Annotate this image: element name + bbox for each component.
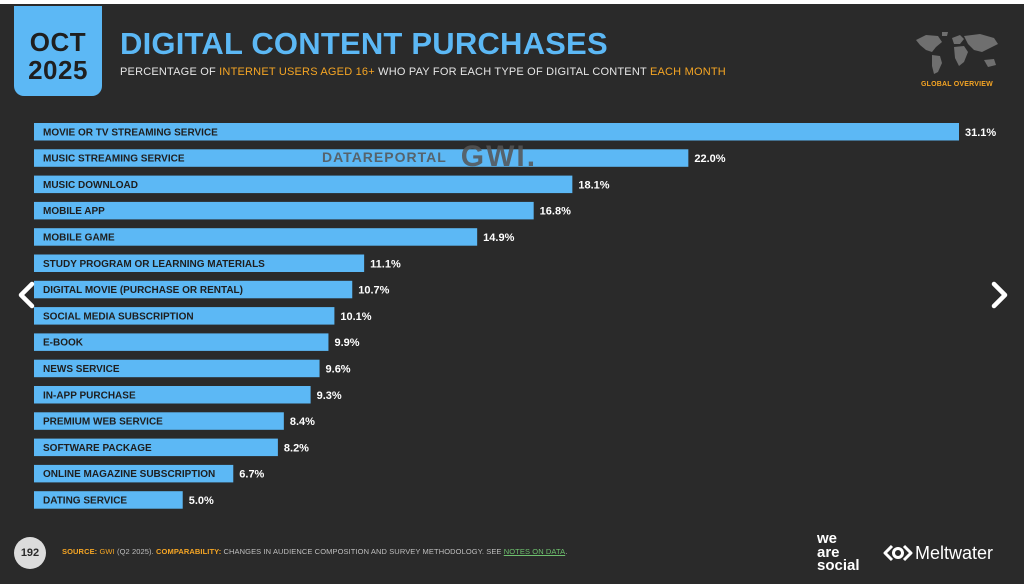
bar-9 <box>34 333 329 351</box>
source-text: (Q2 2025). <box>114 547 157 556</box>
category-label-8: SOCIAL MEDIA SUBSCRIPTION <box>43 311 194 322</box>
category-label-11: IN-APP PURCHASE <box>43 390 136 401</box>
category-label-1: MOVIE OR TV STREAMING SERVICE <box>43 127 218 138</box>
global-overview-label: GLOBAL OVERVIEW <box>921 81 993 88</box>
chevron-right-icon[interactable] <box>984 280 1014 310</box>
subtitle-part-3: WHO PAY FOR EACH TYPE OF DIGITAL CONTENT <box>374 66 650 78</box>
source-label: SOURCE: <box>62 547 98 556</box>
source-period: . <box>565 547 568 556</box>
category-label-12: PREMIUM WEB SERVICE <box>43 417 163 428</box>
subtitle-part-1: PERCENTAGE OF <box>120 66 220 78</box>
value-label-11: 9.3% <box>317 390 342 402</box>
page-number: 192 <box>14 537 46 569</box>
date-badge: OCT 2025 <box>14 6 102 96</box>
value-label-6: 11.1% <box>370 258 401 270</box>
value-label-14: 6.7% <box>239 469 264 481</box>
date-month: OCT <box>29 27 87 57</box>
category-label-7: DIGITAL MOVIE (PURCHASE OR RENTAL) <box>43 285 243 296</box>
we-are-social-logo: we are social <box>817 530 860 574</box>
value-label-1: 31.1% <box>965 127 996 139</box>
bar-5 <box>34 228 478 246</box>
meltwater-symbol-icon <box>883 545 913 562</box>
notes-on-data-link[interactable]: NOTES ON DATA <box>503 547 566 556</box>
value-label-5: 14.9% <box>483 232 514 244</box>
value-label-10: 9.6% <box>326 363 351 375</box>
watermark-gwi: GWI. <box>460 140 538 173</box>
value-label-4: 16.8% <box>540 206 571 218</box>
bar-7 <box>34 280 353 299</box>
value-label-15: 5.0% <box>189 495 214 507</box>
category-label-13: SOFTWARE PACKAGE <box>43 443 152 454</box>
bar-3 <box>34 175 573 194</box>
watermark-datareportal: DATAREPORTAL <box>322 149 447 165</box>
world-map-icon <box>916 32 998 74</box>
bar-10 <box>34 359 320 378</box>
bar-6 <box>34 254 365 272</box>
top-border <box>0 0 1024 4</box>
bar-2 <box>34 149 689 167</box>
bar-8 <box>34 307 335 325</box>
page-subtitle: PERCENTAGE OF INTERNET USERS AGED 16+ WH… <box>120 66 726 78</box>
category-label-6: STUDY PROGRAM OR LEARNING MATERIALS <box>43 259 265 270</box>
comparability-text: CHANGES IN AUDIENCE COMPOSITION AND SURV… <box>221 547 504 556</box>
value-label-2: 22.0% <box>694 153 725 165</box>
category-label-2: MUSIC STREAMING SERVICE <box>43 154 185 165</box>
logo-social: social <box>817 557 860 574</box>
source-gwi: GWI <box>99 547 115 556</box>
value-label-9: 9.9% <box>334 337 359 349</box>
subtitle-highlight-2: EACH MONTH <box>649 66 726 78</box>
value-label-12: 8.4% <box>290 416 315 428</box>
category-label-3: MUSIC DOWNLOAD <box>43 180 138 191</box>
bar-1 <box>34 123 959 141</box>
logo-are: are <box>817 543 840 561</box>
value-label-13: 8.2% <box>284 442 309 454</box>
date-year: 2025 <box>28 55 88 85</box>
category-label-10: NEWS SERVICE <box>43 364 120 375</box>
meltwater-logo: Meltwater <box>883 542 993 564</box>
source-note: SOURCE: GWI (Q2 2025). COMPARABILITY: CH… <box>62 547 567 556</box>
page-title: DIGITAL CONTENT PURCHASES <box>120 26 608 61</box>
meltwater-wordmark: Meltwater <box>915 542 994 563</box>
category-label-14: ONLINE MAGAZINE SUBSCRIPTION <box>43 469 215 480</box>
bar-13 <box>34 438 278 457</box>
bar-12 <box>34 412 284 430</box>
logo-we: we <box>817 530 838 547</box>
category-label-9: E-BOOK <box>43 338 84 349</box>
watermark: DATAREPORTAL GWI. <box>322 140 537 174</box>
comparability-label: COMPARABILITY: <box>156 547 222 556</box>
bar-11 <box>34 386 311 404</box>
bar-14 <box>34 464 234 483</box>
bar-15 <box>34 491 183 509</box>
subtitle-highlight-1: INTERNET USERS AGED 16+ <box>219 66 375 78</box>
chevron-left-icon[interactable] <box>12 280 42 310</box>
bar-4 <box>34 201 534 220</box>
value-label-7: 10.7% <box>358 285 389 297</box>
category-label-4: MOBILE APP <box>43 206 105 217</box>
value-label-3: 18.1% <box>578 179 609 191</box>
category-label-15: DATING SERVICE <box>43 495 127 506</box>
category-label-5: MOBILE GAME <box>43 232 115 243</box>
value-label-8: 10.1% <box>340 311 371 323</box>
